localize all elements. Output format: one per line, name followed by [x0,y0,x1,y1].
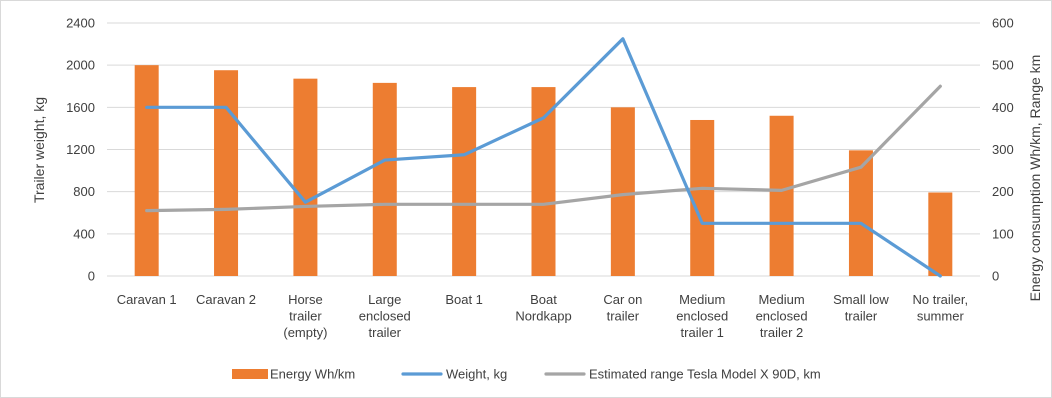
bar [452,87,477,277]
bar [928,192,953,276]
category-label: Caravan 1 [117,292,177,307]
bar [769,115,794,277]
right-tick-label: 100 [992,226,1014,241]
bar [610,107,635,276]
category-label: Boat Nordkapp [515,292,571,324]
right-tick-label: 0 [992,269,999,284]
left-tick-label: 1200 [66,142,95,157]
bar [848,150,873,276]
left-tick-label: 0 [88,269,95,284]
legend: Energy Wh/km Weight, kg Estimated range Te… [232,367,821,382]
bar [293,78,318,276]
right-tick-label: 500 [992,58,1014,73]
category-label: Boat 1 [445,292,483,307]
left-tick-label: 2400 [66,16,95,31]
left-tick-label: 800 [73,184,95,199]
right-tick-label: 300 [992,142,1014,157]
series-line [145,84,942,213]
series-line [145,37,942,278]
category-label: Medium enclosed trailer 1 [676,292,728,340]
category-label: Medium enclosed trailer 2 [756,292,808,340]
category-label: Caravan 2 [196,292,256,307]
right-axis-title: Energy consumption Wh/km, Range km [1027,55,1043,302]
legend-label: Weight, kg [446,367,507,382]
bar [690,119,715,276]
bar [531,87,556,277]
bar [214,70,239,276]
left-axis-title: Trailer weight, kg [31,97,47,203]
energy-bars [134,65,953,277]
right-tick-label: 400 [992,100,1014,115]
legend-swatch [232,369,268,379]
right-tick-label: 200 [992,184,1014,199]
series-lines [145,37,942,278]
left-tick-label: 2000 [66,58,95,73]
left-tick-label: 1600 [66,100,95,115]
axes: 0 400 800 1200 1600 2000 2400 0 100 200 300 400 500 6… [66,16,1014,341]
legend-label: Energy Wh/km [270,367,355,382]
legend-label: Estimated range Tesla Model X 90D, km [589,367,821,382]
category-label: Large enclosed trailer [359,292,411,340]
category-label: Car on trailer [603,292,642,324]
category-label: Horse trailer (empty) [283,292,327,340]
category-label: Small low trailer [833,292,889,324]
right-tick-label: 600 [992,16,1014,31]
bar [372,82,397,276]
category-label: No trailer, summer [912,292,968,324]
left-tick-label: 400 [73,226,95,241]
bar [134,65,159,277]
